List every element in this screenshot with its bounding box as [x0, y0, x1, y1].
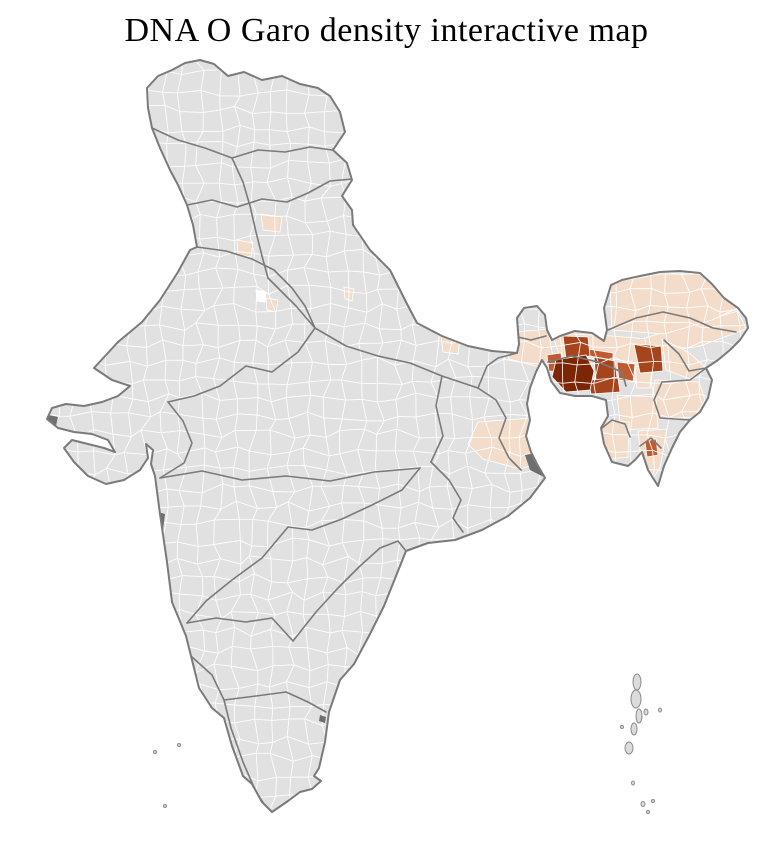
island-9 [640, 801, 646, 807]
district-west-khasi-hills[interactable] [616, 361, 636, 383]
state-border-10 [477, 387, 522, 471]
island-11 [646, 810, 650, 814]
island-7 [624, 741, 634, 755]
island-10 [651, 799, 655, 803]
state-border-7 [159, 467, 421, 482]
island-6 [658, 707, 662, 713]
state-border-19 [547, 355, 627, 387]
state-borders [151, 127, 737, 808]
island-3 [643, 708, 649, 716]
state-border-24 [601, 419, 631, 438]
state-border-20 [607, 311, 737, 333]
india-landmass [47, 60, 748, 812]
island-4 [630, 722, 638, 736]
district-cachar-barak-valley[interactable] [616, 394, 659, 431]
district-kokrajhar[interactable] [562, 335, 591, 359]
state-border-23 [639, 437, 662, 449]
state-border-16 [292, 540, 407, 642]
state-border-0 [151, 127, 346, 159]
state-border-1 [186, 178, 353, 208]
country-outline [46, 59, 749, 813]
india-outline [46, 59, 749, 813]
island-14 [163, 804, 167, 808]
state-border-6 [159, 401, 193, 479]
district-delhi-south[interactable] [265, 297, 279, 313]
state-border-12 [430, 461, 464, 533]
state-border-8 [314, 327, 479, 389]
page-title: DNA O Garo density interactive map [124, 12, 649, 49]
state-border-4 [196, 246, 316, 329]
state-border-11 [430, 375, 444, 463]
state-border-3 [261, 255, 316, 329]
island-2 [635, 708, 643, 724]
state-border-18 [223, 691, 327, 713]
state-border-2 [231, 157, 263, 257]
state-border-13 [287, 467, 421, 531]
island-12 [153, 750, 157, 754]
state-border-14 [186, 526, 289, 624]
state-border-9 [477, 352, 518, 389]
island-0 [632, 673, 642, 691]
district-lucknow[interactable] [440, 334, 461, 355]
state-border-21 [663, 339, 707, 372]
land-silhouette [47, 60, 748, 812]
islands-layer [153, 673, 662, 814]
island-13 [177, 743, 181, 747]
district-karbi-anglong[interactable] [633, 343, 664, 374]
state-border-15 [186, 617, 294, 642]
state-border-22 [653, 367, 707, 421]
state-border-5 [167, 327, 316, 403]
island-8 [631, 780, 635, 786]
district-chennai[interactable] [319, 715, 326, 723]
island-5 [620, 725, 624, 729]
state-border-25 [517, 335, 547, 341]
island-1 [630, 689, 642, 709]
